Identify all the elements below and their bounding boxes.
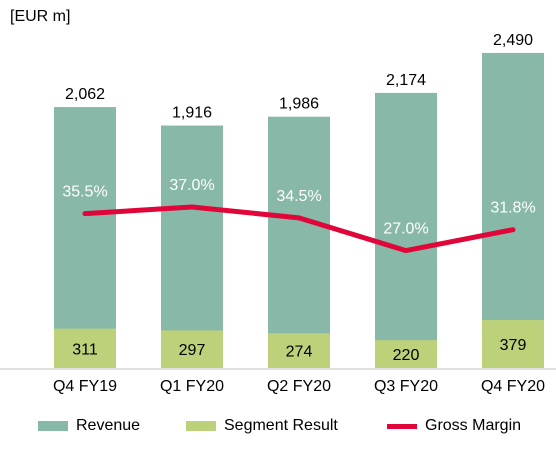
segment-result-bar bbox=[54, 328, 116, 368]
revenue-bar bbox=[482, 52, 544, 368]
labels-layer: 2,062 311 35.5% 1,916 297 37.0% 1,986 274 34.5% 2… bbox=[62, 32, 535, 364]
segment-result-bar bbox=[268, 333, 330, 368]
revenue-bar bbox=[268, 116, 330, 368]
legend-label-revenue: Revenue bbox=[76, 417, 141, 434]
x-tick-label: Q2 FY20 bbox=[267, 378, 331, 395]
x-tick-label: Q1 FY20 bbox=[160, 378, 224, 395]
bars-layer bbox=[54, 52, 544, 369]
segment-result-bar bbox=[375, 340, 437, 368]
segment-result-value-label: 297 bbox=[179, 342, 206, 359]
segment-result-bar bbox=[482, 320, 544, 368]
legend-swatch-segment-result bbox=[186, 421, 216, 431]
legend-item-revenue: Revenue bbox=[38, 414, 140, 438]
revenue-value-label: 1,986 bbox=[279, 96, 319, 113]
gross-margin-layer bbox=[82, 204, 516, 254]
gross-margin-value-label: 31.8% bbox=[490, 200, 535, 217]
revenue-value-label: 1,916 bbox=[172, 105, 212, 122]
gross-margin-value-label: 35.5% bbox=[62, 184, 107, 201]
legend: Revenue Segment Result Gross Margin bbox=[0, 414, 556, 438]
gross-margin-value-label: 27.0% bbox=[383, 221, 428, 238]
legend-swatch-gross-margin bbox=[387, 423, 417, 429]
gross-margin-line bbox=[82, 204, 516, 254]
revenue-value-label: 2,490 bbox=[493, 32, 533, 49]
legend-label-segment-result: Segment Result bbox=[224, 417, 338, 434]
segment-result-value-label: 311 bbox=[72, 341, 98, 358]
legend-item-gross-margin: Gross Margin bbox=[387, 414, 521, 438]
x-tick-label: Q4 FY20 bbox=[481, 378, 545, 395]
segment-result-bar bbox=[161, 330, 223, 368]
legend-label-gross-margin: Gross Margin bbox=[425, 417, 522, 434]
revenue-value-label: 2,062 bbox=[65, 86, 105, 103]
gross-margin-value-label: 37.0% bbox=[169, 177, 214, 194]
revenue-value-label: 2,174 bbox=[386, 72, 426, 89]
x-tick-label: Q3 FY20 bbox=[374, 378, 438, 395]
gross-margin-value-label: 34.5% bbox=[276, 188, 321, 205]
revenue-bar bbox=[54, 107, 116, 369]
legend-swatch-revenue bbox=[38, 421, 68, 431]
segment-result-value-label: 379 bbox=[500, 337, 527, 354]
legend-item-segment-result: Segment Result bbox=[186, 414, 338, 438]
revenue-bar bbox=[375, 92, 437, 368]
unit-label: [EUR m] bbox=[10, 8, 71, 25]
x-tick-label: Q4 FY19 bbox=[53, 378, 117, 395]
revenue-bar bbox=[161, 125, 223, 368]
segment-result-value-label: 220 bbox=[393, 347, 420, 364]
segment-result-value-label: 274 bbox=[286, 344, 313, 361]
x-tick-labels: Q4 FY19 Q1 FY20 Q2 FY20 Q3 FY20 Q4 FY20 bbox=[53, 378, 545, 395]
